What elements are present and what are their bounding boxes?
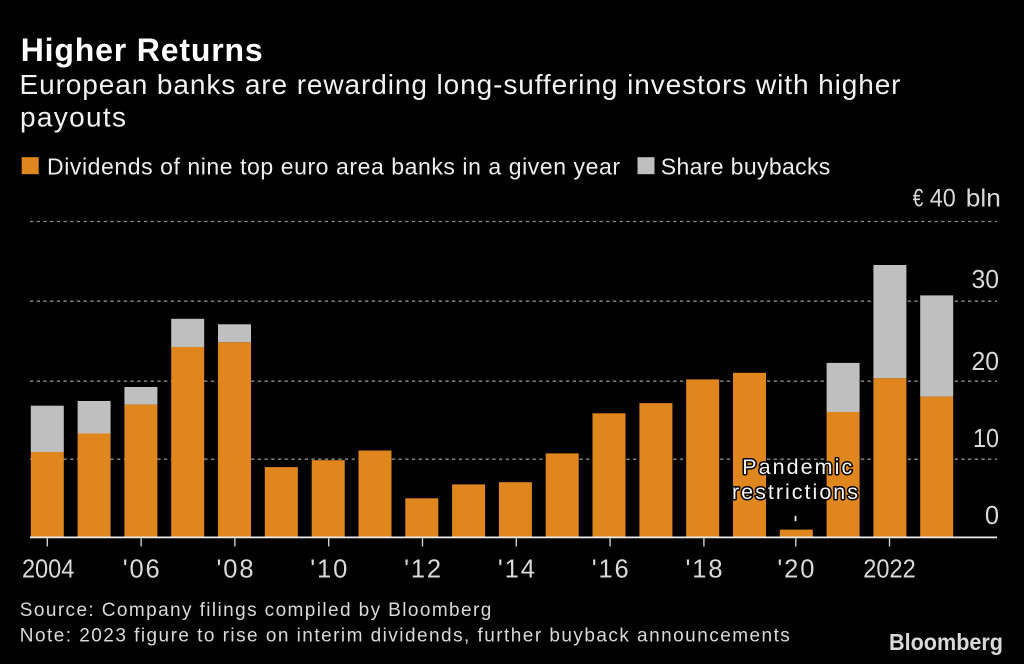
svg-text:2022: 2022 <box>863 556 916 584</box>
svg-text:'14: '14 <box>498 556 535 584</box>
svg-text:Bloomberg: Bloomberg <box>889 629 1003 655</box>
svg-text:40: 40 <box>930 185 956 213</box>
svg-text:European banks are rewarding l: European banks are rewarding long-suffer… <box>20 69 901 100</box>
svg-text:'08: '08 <box>217 556 254 584</box>
svg-text:2004: 2004 <box>22 556 75 584</box>
svg-text:30: 30 <box>972 266 1000 294</box>
svg-text:€: € <box>913 185 924 213</box>
svg-text:'12: '12 <box>404 556 441 584</box>
svg-text:10: 10 <box>973 425 999 453</box>
svg-text:'16: '16 <box>592 556 629 584</box>
svg-text:Dividends of nine top euro are: Dividends of nine top euro area banks in… <box>47 153 620 179</box>
svg-text:Note: 2023 figure to rise on i: Note: 2023 figure to rise on interim div… <box>20 626 790 647</box>
svg-text:bln: bln <box>966 185 1001 213</box>
svg-text:'20: '20 <box>777 556 814 584</box>
svg-text:20: 20 <box>972 348 1000 376</box>
svg-text:'10: '10 <box>310 556 347 584</box>
svg-text:'18: '18 <box>686 556 723 584</box>
svg-text:'06: '06 <box>123 556 160 584</box>
svg-text:payouts: payouts <box>20 102 126 133</box>
svg-text:Source: Company filings compil: Source: Company filings compiled by Bloo… <box>20 600 491 621</box>
svg-text:restrictions: restrictions <box>732 480 858 504</box>
svg-text:Higher Returns: Higher Returns <box>21 32 263 68</box>
svg-text:Pandemic: Pandemic <box>742 455 852 479</box>
svg-text:0: 0 <box>985 502 999 530</box>
svg-text:Share buybacks: Share buybacks <box>661 153 831 179</box>
